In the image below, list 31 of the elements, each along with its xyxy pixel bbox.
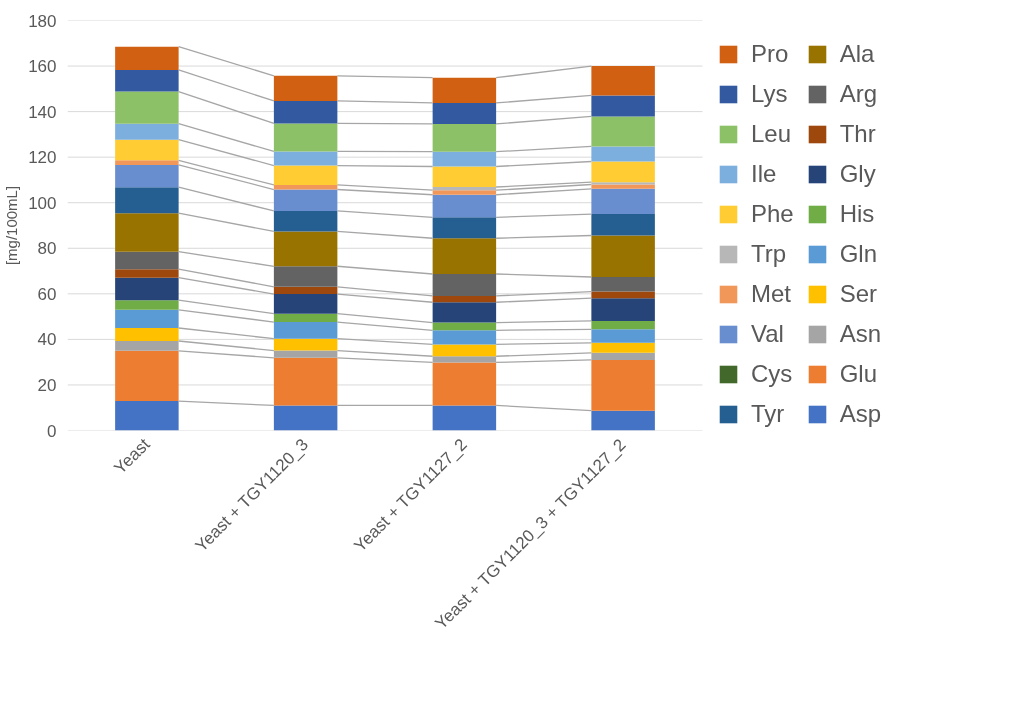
legend-label: Asn bbox=[839, 320, 882, 348]
legend-label: Ile bbox=[751, 160, 777, 188]
legend-label: Tyr bbox=[751, 400, 785, 428]
y-tick-label: 180 bbox=[28, 11, 57, 31]
legend-label: Lys bbox=[751, 80, 788, 108]
legend-label: Ala bbox=[839, 40, 875, 68]
legend-label: Arg bbox=[839, 80, 878, 108]
legend-label: His bbox=[839, 200, 875, 228]
legend-label: Pro bbox=[751, 40, 789, 68]
y-tick-label: 160 bbox=[28, 57, 57, 77]
y-tick-label: 40 bbox=[37, 330, 57, 350]
legend-label: Glu bbox=[839, 360, 878, 388]
legend-label: Trp bbox=[751, 240, 787, 268]
y-tick-label: 80 bbox=[37, 239, 57, 259]
legend-label: Cys bbox=[751, 360, 793, 388]
y-tick-label: 140 bbox=[28, 102, 57, 122]
legend-label: Met bbox=[751, 280, 792, 308]
y-tick-label: 0 bbox=[47, 421, 57, 441]
y-tick-label: 120 bbox=[28, 148, 57, 168]
legend-label: Ser bbox=[839, 280, 878, 308]
legend-label: Gly bbox=[839, 160, 876, 188]
legend-label: Val bbox=[751, 320, 784, 348]
legend-label: Asp bbox=[839, 400, 882, 428]
legend-label: Thr bbox=[839, 120, 876, 148]
y-axis-title: [mg/100mL] bbox=[3, 185, 21, 266]
legend-label: Phe bbox=[751, 200, 794, 228]
y-tick-label: 20 bbox=[37, 375, 57, 395]
legend-label: Gln bbox=[839, 240, 878, 268]
legend-label: Leu bbox=[751, 120, 792, 148]
y-tick-label: 100 bbox=[28, 193, 57, 213]
y-tick-label: 60 bbox=[37, 284, 57, 304]
